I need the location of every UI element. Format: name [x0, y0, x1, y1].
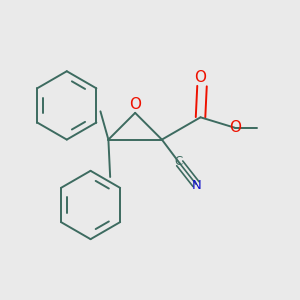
Text: O: O — [129, 97, 141, 112]
Text: C: C — [174, 155, 182, 168]
Text: O: O — [229, 120, 241, 135]
Text: O: O — [194, 70, 206, 85]
Text: N: N — [192, 179, 202, 192]
